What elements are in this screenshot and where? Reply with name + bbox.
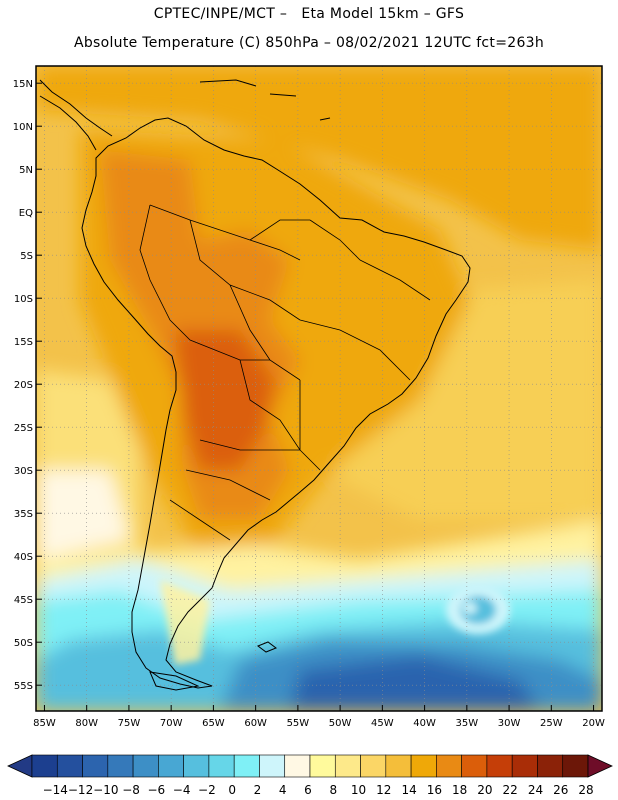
temperature-band-chaco-hot — [175, 330, 275, 470]
colorbar-swatch — [360, 754, 387, 778]
colorbar-label: 14 — [401, 783, 416, 797]
lon-tick-label: 55W — [287, 718, 310, 729]
colorbar-swatch — [259, 754, 286, 778]
colorbar-swatch — [208, 754, 235, 778]
tierra-del-fuego — [149, 671, 200, 691]
lon-tick-label: 75W — [118, 718, 141, 729]
colorbar-label: 24 — [528, 783, 543, 797]
lat-tick-label: 15N — [13, 79, 33, 90]
colorbar-label: 28 — [578, 783, 593, 797]
temperature-band-southern-ocean-deep — [290, 655, 540, 711]
lat-tick-label: 25S — [14, 423, 33, 434]
map-frame — [35, 65, 603, 712]
lon-tick-label: 50W — [329, 718, 352, 729]
lat-tick-label: 5S — [20, 251, 33, 262]
temperature-band-patagonia — [160, 580, 210, 665]
lat-tick-label: 50S — [14, 638, 33, 649]
colorbar-label: 22 — [503, 783, 518, 797]
lat-tick-label: 15S — [14, 337, 33, 348]
colorbar-label: −14 — [43, 783, 68, 797]
lat-tick-label: 20S — [14, 380, 33, 391]
colorbar-swatch — [436, 754, 462, 778]
colorbar-swatch — [385, 754, 412, 778]
colorbar-label: 2 — [254, 783, 262, 797]
country-borders — [139, 204, 431, 541]
lon-tick-label: 65W — [202, 718, 225, 729]
lon-tick-label: 20W — [582, 718, 605, 729]
colorbar-label: −2 — [198, 783, 216, 797]
colorbar-low-arrow — [7, 754, 33, 778]
colorbar-swatch — [233, 754, 260, 778]
lat-tick-label: 35S — [14, 509, 33, 520]
colorbar-high-arrow — [587, 754, 613, 778]
lat-tick-label: 10N — [13, 122, 33, 133]
caribbean-islands — [199, 79, 331, 121]
lon-tick-label: 70W — [160, 718, 183, 729]
colorbar-label: 10 — [351, 783, 366, 797]
colorbar-swatch — [31, 754, 58, 778]
cyclone-swirl — [446, 586, 510, 634]
colorbar-label: 16 — [427, 783, 442, 797]
temperature-band-tropical-ocean — [36, 66, 602, 250]
lon-tick-label: 25W — [540, 718, 563, 729]
colorbar-swatch — [537, 754, 564, 778]
longitude-axis: 85W 80W 75W 70W 65W 60W 55W 50W 45W 40W 35W 30W 25W 2… — [33, 705, 605, 729]
lon-tick-label: 40W — [413, 718, 436, 729]
colorbar: −14 −12 −10 −8 −6 −4 −2 0 2 4 6 8 10 12 14 16 18 20 22 24 26… — [7, 754, 613, 797]
colorbar-swatch — [183, 754, 210, 778]
lat-tick-label: 45S — [14, 595, 33, 606]
colorbar-swatch — [56, 754, 83, 778]
lat-tick-label: 40S — [14, 552, 33, 563]
lon-tick-label: 85W — [33, 718, 56, 729]
colorbar-label: 18 — [452, 783, 467, 797]
falkland-islands — [256, 641, 278, 653]
colorbar-label: −12 — [68, 783, 93, 797]
central-america-coastline — [39, 79, 113, 151]
lat-tick-label: 10S — [14, 294, 33, 305]
lat-tick-label: 30S — [14, 466, 33, 477]
lat-tick-label: 55S — [14, 681, 33, 692]
lon-tick-label: 60W — [244, 718, 267, 729]
lat-tick-label: 5N — [19, 165, 33, 176]
coastlines — [39, 79, 471, 691]
south-america-coastline — [81, 117, 471, 689]
colorbar-swatch — [334, 754, 361, 778]
colorbar-swatch — [284, 754, 311, 778]
colorbar-label: −6 — [148, 783, 166, 797]
colorbar-swatch — [461, 754, 488, 778]
temperature-band-pacific-pale — [36, 470, 130, 560]
colorbar-label: −10 — [93, 783, 118, 797]
map-title-line-2: Absolute Temperature (C) 850hPa – 08/02/… — [73, 35, 545, 51]
colorbar-swatch — [158, 754, 184, 778]
colorbar-label: 0 — [228, 783, 236, 797]
colorbar-swatch — [511, 754, 538, 778]
lon-tick-label: 35W — [456, 718, 479, 729]
lon-tick-label: 45W — [371, 718, 394, 729]
colorbar-swatch — [309, 754, 336, 778]
map-title-line-1: CPTEC/INPE/MCT – Eta Model 15km – GFS — [153, 6, 465, 22]
colorbar-label: 20 — [477, 783, 492, 797]
latitude-axis: 15N 10N 5N EQ 5S 10S 15S 20S 25S 30S 35S 40S 45S 50S 5… — [13, 79, 42, 692]
lon-tick-label: 30W — [498, 718, 521, 729]
colorbar-swatch — [107, 754, 134, 778]
colorbar-swatch — [486, 754, 513, 778]
colorbar-swatch — [410, 754, 437, 778]
colorbar-label: −4 — [173, 783, 191, 797]
temperature-field — [36, 66, 602, 711]
lon-tick-label: 80W — [75, 718, 98, 729]
colorbar-label: 4 — [279, 783, 287, 797]
lat-tick-label: EQ — [19, 208, 33, 219]
colorbar-label: 26 — [553, 783, 568, 797]
colorbar-swatch — [132, 754, 159, 778]
colorbar-label: 12 — [376, 783, 391, 797]
colorbar-label: 6 — [304, 783, 312, 797]
colorbar-swatch — [562, 754, 589, 778]
colorbar-label: 8 — [329, 783, 337, 797]
colorbar-swatch — [82, 754, 109, 778]
colorbar-label: −8 — [122, 783, 140, 797]
